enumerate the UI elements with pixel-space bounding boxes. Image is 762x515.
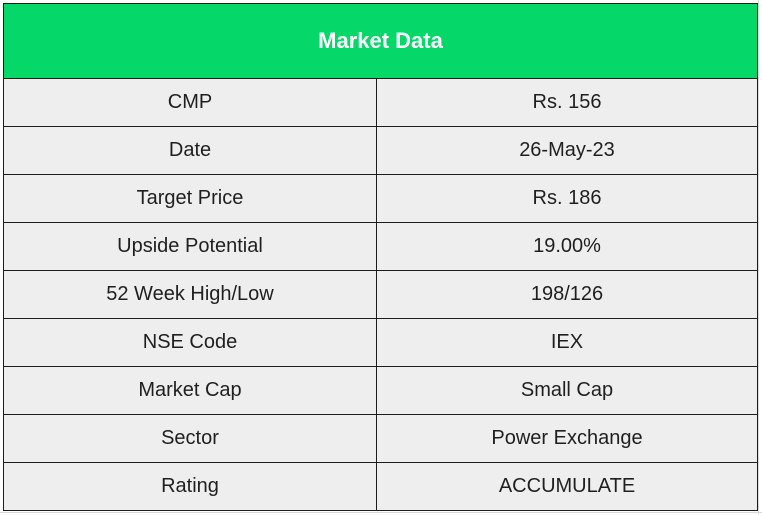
row-label-target-price: Target Price xyxy=(3,174,377,223)
row-label-upside-potential: Upside Potential xyxy=(3,222,377,271)
row-value-cmp: Rs. 156 xyxy=(376,78,758,127)
market-data-table-container: Market Data CMP Rs. 156 Date 26-May-23 T… xyxy=(3,3,758,511)
row-label-date: Date xyxy=(3,126,377,175)
table-row: Upside Potential 19.00% xyxy=(3,222,758,271)
row-value-market-cap: Small Cap xyxy=(376,366,758,415)
row-value-rating: ACCUMULATE xyxy=(376,462,758,511)
row-label-sector: Sector xyxy=(3,414,377,463)
table-row: Sector Power Exchange xyxy=(3,414,758,463)
row-value-sector: Power Exchange xyxy=(376,414,758,463)
row-label-nse-code: NSE Code xyxy=(3,318,377,367)
row-label-market-cap: Market Cap xyxy=(3,366,377,415)
table-row: Date 26-May-23 xyxy=(3,126,758,175)
sheet-gridline-vertical xyxy=(758,0,759,515)
row-value-target-price: Rs. 186 xyxy=(376,174,758,223)
row-value-date: 26-May-23 xyxy=(376,126,758,175)
market-data-table: Market Data CMP Rs. 156 Date 26-May-23 T… xyxy=(3,3,758,511)
row-value-upside-potential: 19.00% xyxy=(376,222,758,271)
row-value-52-week-high-low: 198/126 xyxy=(376,270,758,319)
table-row: Target Price Rs. 186 xyxy=(3,174,758,223)
row-label-cmp: CMP xyxy=(3,78,377,127)
sheet-gridline-horizontal xyxy=(0,512,762,513)
row-value-nse-code: IEX xyxy=(376,318,758,367)
table-row: CMP Rs. 156 xyxy=(3,78,758,127)
row-label-52-week-high-low: 52 Week High/Low xyxy=(3,270,377,319)
table-row: Market Cap Small Cap xyxy=(3,366,758,415)
table-row: 52 Week High/Low 198/126 xyxy=(3,270,758,319)
table-title: Market Data xyxy=(3,3,758,79)
row-label-rating: Rating xyxy=(3,462,377,511)
table-row: Rating ACCUMULATE xyxy=(3,462,758,511)
table-header-row: Market Data xyxy=(3,3,758,79)
table-row: NSE Code IEX xyxy=(3,318,758,367)
